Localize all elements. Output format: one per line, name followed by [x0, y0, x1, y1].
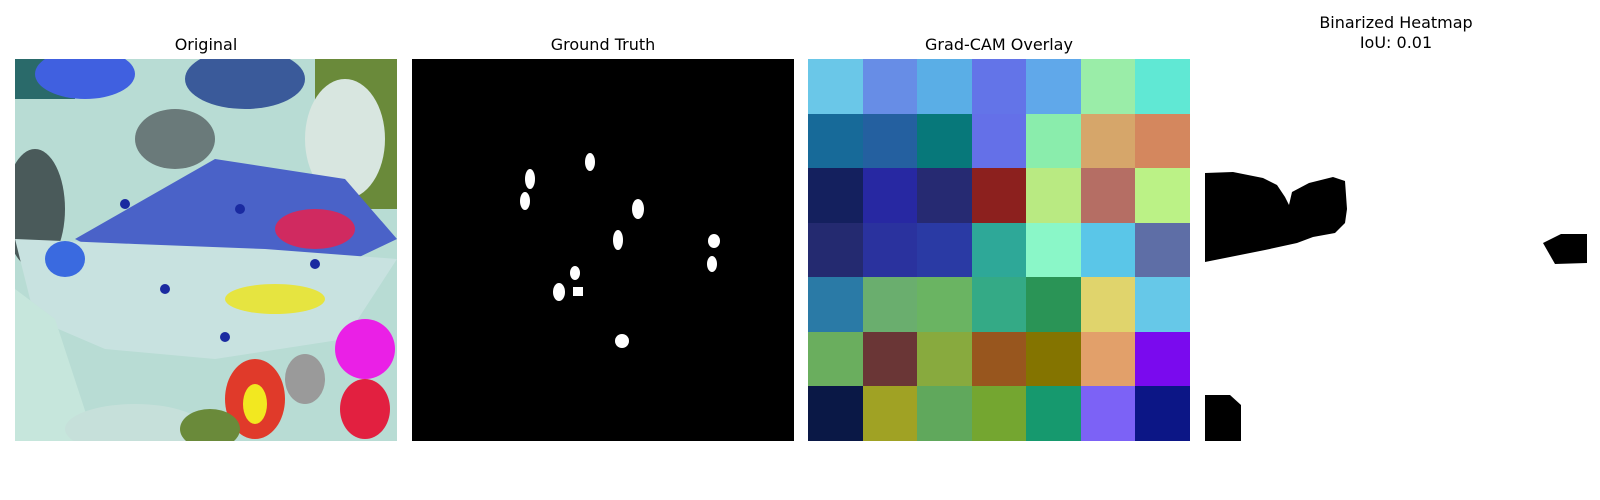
- ground-truth-title: Ground Truth: [412, 35, 794, 55]
- gradcam-cell: [1135, 168, 1190, 223]
- gradcam-overlay-title: Grad-CAM Overlay: [808, 35, 1190, 55]
- gradcam-cell: [1135, 59, 1190, 114]
- gradcam-cell: [1081, 332, 1136, 387]
- gradcam-cell: [1081, 277, 1136, 332]
- gradcam-cell: [1081, 168, 1136, 223]
- gradcam-cell: [917, 332, 972, 387]
- gradcam-cell: [808, 386, 863, 441]
- gradcam-cell: [1135, 332, 1190, 387]
- gradcam-cell: [863, 168, 918, 223]
- gradcam-cell: [917, 59, 972, 114]
- gradcam-cell: [1026, 332, 1081, 387]
- gradcam-cell: [1135, 223, 1190, 278]
- gradcam-cell: [808, 332, 863, 387]
- gradcam-cell: [808, 168, 863, 223]
- gradcam-cell: [917, 386, 972, 441]
- original-image: [15, 59, 397, 441]
- gradcam-cell: [863, 114, 918, 169]
- ground-truth-mask: [412, 59, 794, 441]
- gradcam-cell: [863, 223, 918, 278]
- binarized-heatmap-title: Binarized Heatmap IoU: 0.01: [1205, 13, 1587, 53]
- gradcam-cell: [863, 386, 918, 441]
- gradcam-cell: [808, 59, 863, 114]
- gradcam-grid: [808, 59, 1190, 441]
- gradcam-cell: [1026, 59, 1081, 114]
- gradcam-cell: [972, 386, 1027, 441]
- gradcam-cell: [863, 332, 918, 387]
- gradcam-cell: [1026, 114, 1081, 169]
- gradcam-cell: [1026, 386, 1081, 441]
- gradcam-cell: [917, 114, 972, 169]
- gradcam-cell: [1135, 386, 1190, 441]
- gradcam-cell: [1081, 223, 1136, 278]
- gradcam-cell: [917, 168, 972, 223]
- gradcam-cell: [1081, 114, 1136, 169]
- ground-truth-panel: Ground Truth: [412, 0, 794, 500]
- binarized-heatmap-panel: Binarized Heatmap IoU: 0.01: [1205, 0, 1587, 500]
- gradcam-cell: [808, 277, 863, 332]
- gradcam-cell: [972, 332, 1027, 387]
- binarized-heatmap-image: [1205, 59, 1587, 441]
- gradcam-cell: [972, 168, 1027, 223]
- gradcam-cell: [808, 114, 863, 169]
- original-panel: Original: [15, 0, 397, 500]
- gradcam-cell: [1081, 386, 1136, 441]
- gradcam-cell: [863, 277, 918, 332]
- gradcam-cell: [863, 59, 918, 114]
- gradcam-cell: [1081, 59, 1136, 114]
- gradcam-cell: [972, 114, 1027, 169]
- gradcam-overlay-image: [808, 59, 1190, 441]
- gradcam-cell: [808, 223, 863, 278]
- gradcam-cell: [1135, 277, 1190, 332]
- gradcam-cell: [917, 223, 972, 278]
- gradcam-cell: [1026, 168, 1081, 223]
- gradcam-cell: [917, 277, 972, 332]
- gradcam-overlay-panel: Grad-CAM Overlay: [808, 0, 1190, 500]
- gradcam-cell: [972, 223, 1027, 278]
- original-title: Original: [15, 35, 397, 55]
- gradcam-cell: [972, 59, 1027, 114]
- gradcam-cell: [1135, 114, 1190, 169]
- gradcam-cell: [1026, 223, 1081, 278]
- gradcam-cell: [972, 277, 1027, 332]
- gradcam-cell: [1026, 277, 1081, 332]
